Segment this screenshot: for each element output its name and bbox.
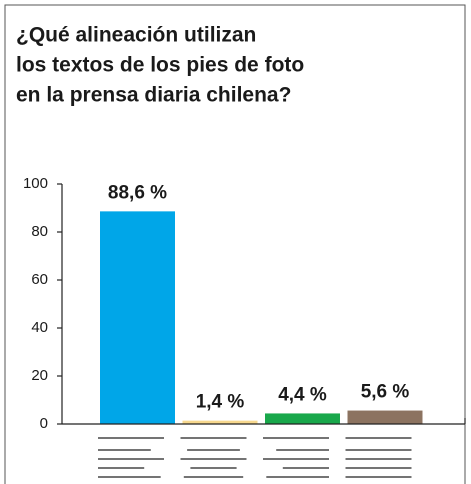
y-tick-label: 40 — [31, 319, 48, 336]
chart-title: en la prensa diaria chilena? — [16, 84, 291, 107]
bar — [182, 420, 258, 424]
y-tick-label: 80 — [31, 223, 48, 240]
y-tick-label: 100 — [23, 175, 48, 192]
chart-title: los textos de los pies de foto — [16, 54, 304, 77]
y-tick-label: 20 — [31, 367, 48, 384]
value-label: 1,4 % — [196, 392, 245, 413]
y-tick-label: 0 — [40, 415, 48, 432]
bar — [347, 410, 423, 424]
value-label: 5,6 % — [361, 382, 410, 403]
value-label: 4,4 % — [278, 384, 327, 405]
chart-title: ¿Qué alineación utilizan — [16, 24, 256, 47]
value-label: 88,6 % — [108, 182, 167, 203]
bar — [100, 211, 175, 424]
frame — [4, 4, 466, 484]
bar — [265, 413, 340, 424]
y-tick-label: 60 — [31, 271, 48, 288]
